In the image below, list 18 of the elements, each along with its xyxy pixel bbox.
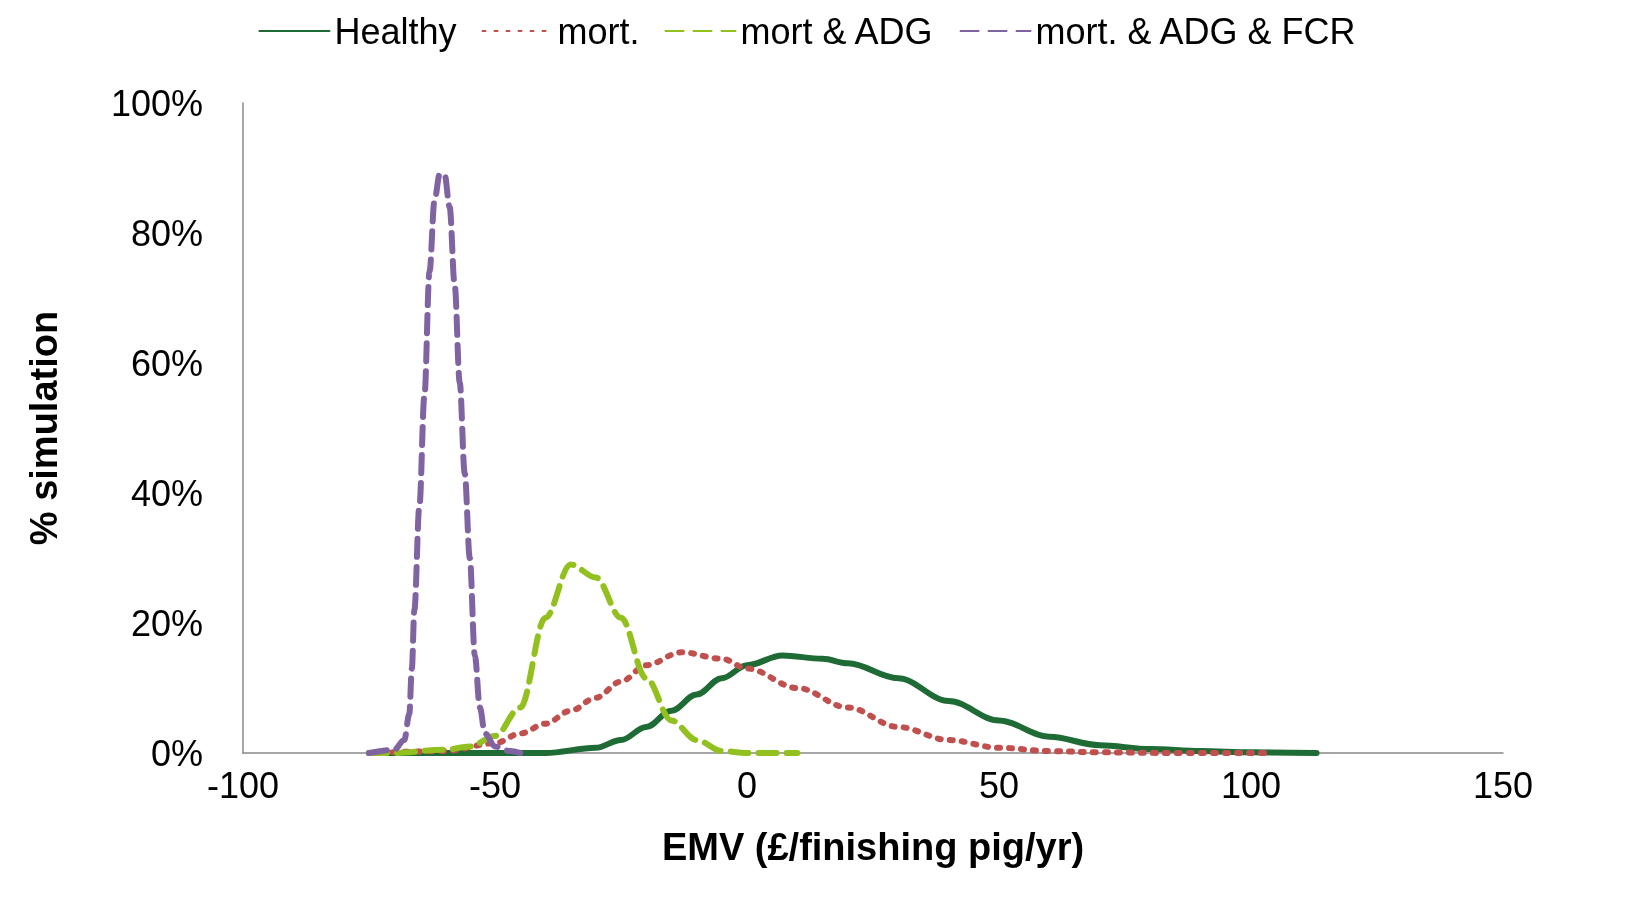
legend-label: mort. (557, 10, 640, 52)
x-tick-label: -50 (468, 764, 522, 806)
legend-label: mort. & ADG & FCR (1035, 10, 1356, 52)
x-tick-label: 100 (1220, 764, 1282, 806)
y-tick-label: 0% (150, 732, 203, 774)
x-tick-label: -100 (206, 764, 280, 806)
y-tick-label: 20% (130, 602, 203, 644)
x-axis-title: EMV (£/finishing pig/yr) (661, 826, 1085, 868)
y-axis-title: % simulation (23, 310, 65, 546)
legend-label: Healthy (334, 10, 457, 52)
x-tick-label: 0 (736, 764, 758, 806)
y-tick-label: 100% (110, 82, 203, 124)
y-tick-label: 40% (130, 472, 203, 514)
legend-label: mort & ADG (740, 10, 933, 52)
x-tick-label: 150 (1472, 764, 1534, 806)
y-tick-label: 80% (130, 212, 203, 254)
y-tick-label: 60% (130, 342, 203, 384)
x-tick-label: 50 (978, 764, 1020, 806)
